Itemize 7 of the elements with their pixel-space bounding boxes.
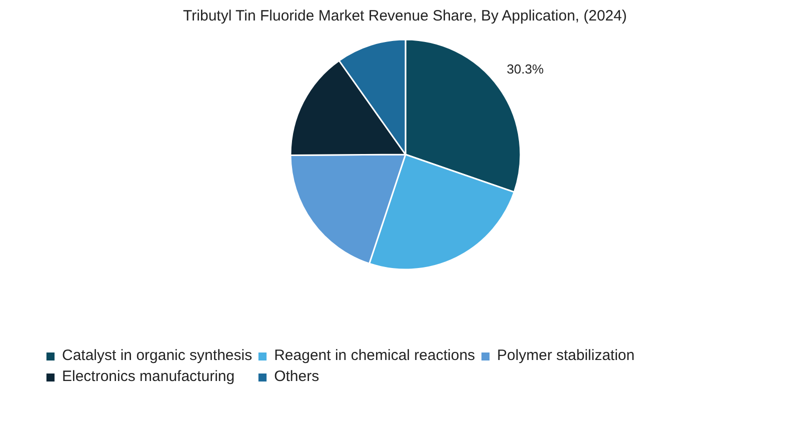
chart-title: Tributyl Tin Fluoride Market Revenue Share, By Application, (2024) xyxy=(183,8,627,24)
legend-label: Others xyxy=(274,368,320,385)
legend-label: Electronics manufacturing xyxy=(62,368,235,385)
data-label: 30.3% xyxy=(506,62,544,77)
legend-label: Reagent in chemical reactions xyxy=(274,347,476,364)
legend-label: Catalyst in organic synthesis xyxy=(62,347,252,364)
legend-label: Polymer stabilization xyxy=(497,347,635,364)
